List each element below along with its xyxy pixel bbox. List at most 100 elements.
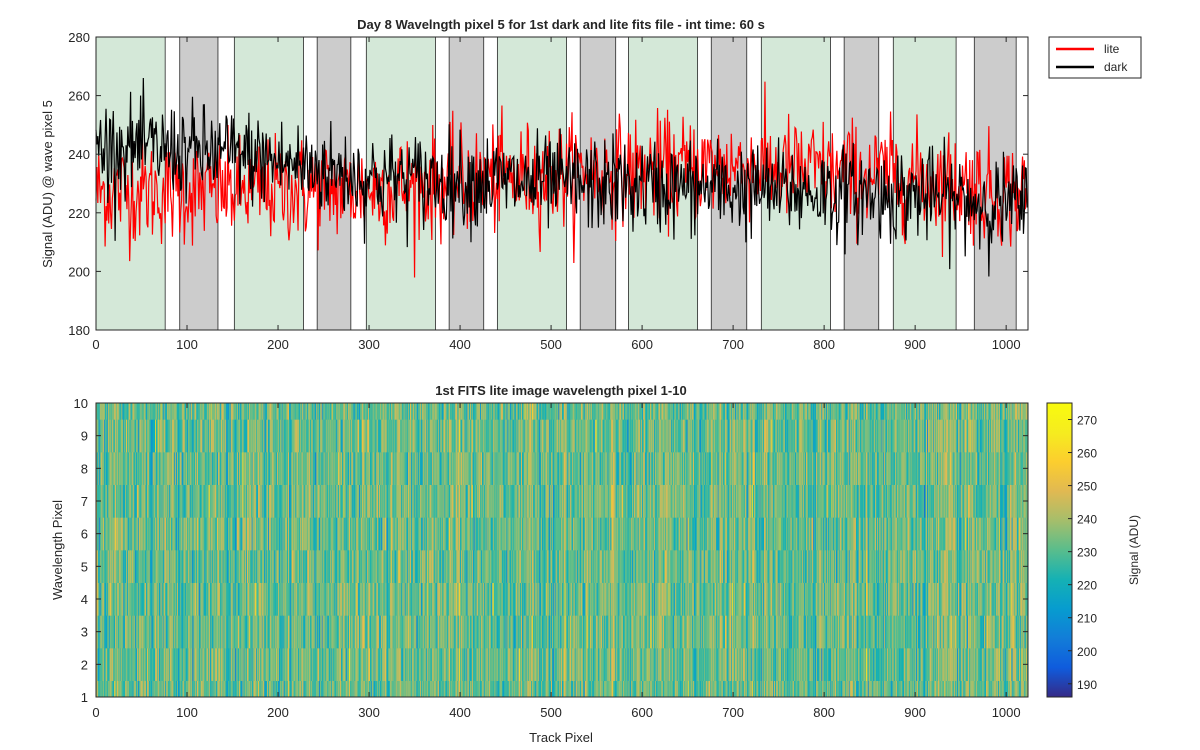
heatmap-cell — [511, 648, 513, 681]
heatmap-cell — [574, 680, 576, 698]
heatmap-cell — [245, 615, 247, 649]
heatmap-cell — [840, 680, 842, 698]
heatmap-cell — [426, 648, 428, 681]
heatmap-cell — [181, 680, 183, 698]
heatmap-cell — [900, 680, 902, 698]
heatmap-cell — [365, 615, 367, 649]
heatmap-cell — [708, 680, 710, 698]
heatmap-cell — [314, 680, 316, 698]
heatmap-cell — [101, 648, 103, 681]
heatmap-cell — [965, 680, 967, 698]
heatmap-cell — [743, 680, 745, 698]
heatmap-cell — [243, 615, 245, 649]
heatmap-cell — [654, 680, 657, 698]
heatmap-cell — [268, 615, 271, 649]
heatmap-cell — [388, 615, 390, 649]
heatmap-cell — [759, 648, 761, 681]
heatmap-cell — [688, 648, 690, 681]
heatmap-cell — [237, 648, 239, 681]
heatmap-cell — [724, 680, 727, 698]
heatmap-cell — [340, 648, 343, 681]
heatmap-cell — [884, 680, 886, 698]
heatmap-cell — [308, 615, 311, 649]
heatmap-cell — [641, 648, 643, 681]
heatmap-cell — [442, 615, 445, 649]
heatmap-cell — [568, 648, 570, 681]
heatmap-cell — [937, 680, 940, 698]
heatmap-cell — [433, 680, 435, 698]
heatmap-cell — [494, 680, 496, 698]
heatmap-cell — [745, 680, 748, 698]
heatmap-cell — [793, 680, 795, 698]
heatmap-cell — [400, 615, 403, 649]
heatmap-cell — [944, 680, 946, 698]
heatmap-cell — [910, 680, 912, 698]
heatmap-cell — [142, 648, 144, 681]
heatmap-cell — [483, 680, 485, 698]
heatmap-cell — [593, 648, 596, 681]
heatmap-cell — [791, 680, 793, 698]
heatmap-cell — [434, 680, 436, 698]
heatmap-cell — [130, 680, 132, 698]
heatmap-cell — [705, 648, 708, 681]
heatmap-cell — [279, 680, 282, 698]
heatmap-cell — [813, 680, 815, 698]
heatmap-cell — [842, 648, 844, 681]
heatmap-cell — [971, 680, 973, 698]
heatmap-cell — [907, 648, 910, 681]
heatmap-cell — [809, 648, 811, 681]
heatmap-cell — [331, 648, 333, 681]
heatmap-cell — [634, 648, 637, 681]
heatmap-cell — [1007, 680, 1009, 698]
heatmap-cell — [278, 648, 280, 681]
heatmap-cell — [326, 648, 328, 681]
heatmap-cell — [237, 680, 239, 698]
heatmap-cell — [683, 680, 686, 698]
heatmap-cell — [659, 680, 661, 698]
heatmap-cell — [475, 648, 477, 681]
heatmap-cell — [447, 648, 449, 681]
heatmap-cell — [309, 615, 312, 649]
heatmap-cell — [127, 615, 130, 649]
heatmap-cell — [416, 615, 418, 649]
heatmap-cell — [1007, 680, 1010, 698]
heatmap-cell — [565, 648, 567, 681]
heatmap-cell — [144, 615, 146, 649]
heatmap-cell — [617, 680, 619, 698]
heatmap-cell — [429, 680, 431, 698]
heatmap-cell — [1015, 648, 1017, 681]
heatmap-cell — [161, 615, 163, 649]
heatmap-cell — [251, 648, 253, 681]
heatmap-cell — [286, 648, 288, 681]
heatmap-cell — [153, 648, 155, 681]
heatmap-cell — [798, 648, 800, 681]
heatmap-cell — [845, 648, 848, 681]
heatmap-cell — [123, 615, 125, 649]
heatmap-cell — [982, 648, 984, 681]
heatmap-cell — [870, 680, 872, 698]
heatmap-cell — [675, 648, 678, 681]
heatmap-cell — [683, 680, 685, 698]
heatmap-cell — [470, 680, 473, 698]
heatmap-cell — [483, 615, 485, 649]
heatmap-cell — [981, 648, 983, 681]
heatmap-cell — [230, 680, 232, 698]
heatmap-cell — [459, 648, 461, 681]
heatmap-cell — [730, 680, 732, 698]
heatmap-cell — [354, 615, 356, 649]
heatmap-cell — [636, 680, 638, 698]
heatmap-cell — [680, 680, 682, 698]
heatmap-cell — [349, 680, 351, 698]
heatmap-cell — [862, 680, 864, 698]
heatmap-cell — [510, 680, 512, 698]
heatmap-cell — [151, 680, 153, 698]
heatmap-cell — [268, 680, 271, 698]
heatmap-cell — [204, 648, 206, 681]
heatmap-cell — [477, 680, 479, 698]
heatmap-cell — [966, 648, 968, 681]
heatmap-cell — [249, 680, 252, 698]
heatmap-cell — [185, 680, 187, 698]
heatmap-cell — [522, 680, 525, 698]
heatmap-cell — [1007, 648, 1009, 681]
heatmap-cell — [334, 680, 336, 698]
